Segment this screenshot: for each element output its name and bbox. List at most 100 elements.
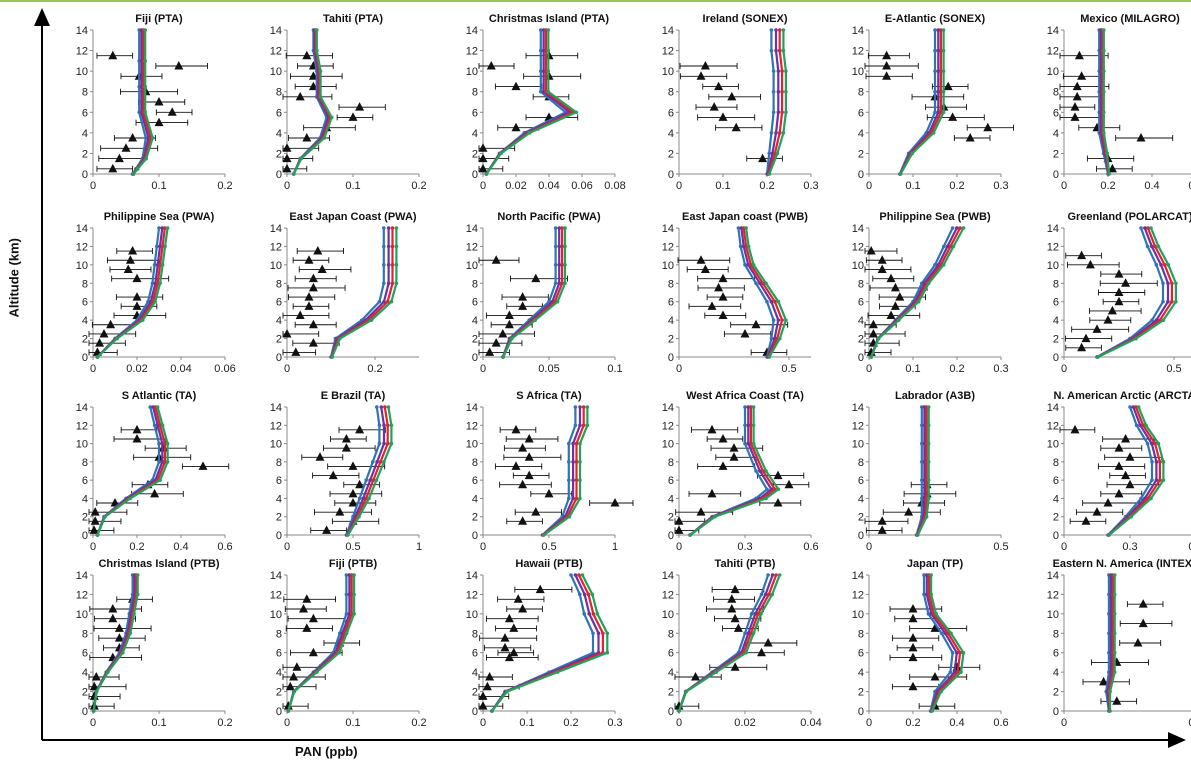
obs-point xyxy=(1074,50,1084,60)
model-series-marker xyxy=(746,244,751,249)
obs-point xyxy=(1092,507,1102,516)
model-series-marker xyxy=(374,405,379,409)
model-series-line xyxy=(1097,227,1177,358)
model-series-marker xyxy=(770,573,775,577)
y-tick-label: 6 xyxy=(472,648,478,660)
x-tick-label: 0.6 xyxy=(993,717,1008,729)
model-series-marker xyxy=(876,336,881,341)
model-series-marker xyxy=(390,281,395,286)
obs-point xyxy=(757,647,766,657)
x-tick-label: 0 xyxy=(676,541,682,553)
x-tick-label: 0.06 xyxy=(214,363,235,375)
y-tick-label: 2 xyxy=(1053,512,1059,524)
obs-point xyxy=(89,525,99,534)
obs-point xyxy=(198,461,208,470)
model-series-marker xyxy=(1101,110,1106,115)
obs-point xyxy=(707,301,717,310)
model-series-marker xyxy=(571,441,575,446)
model-series-marker xyxy=(950,226,955,230)
y-tick-label: 8 xyxy=(858,87,864,99)
panel-title: East Japan Coast (PWA) xyxy=(289,211,416,223)
x-tick-label: 0.3 xyxy=(607,717,622,729)
model-series-marker xyxy=(774,28,778,32)
model-series-marker xyxy=(933,110,937,115)
model-series-marker xyxy=(770,592,775,597)
obs-point xyxy=(866,246,876,255)
x-tick-label: 0 xyxy=(676,717,682,729)
obs-point xyxy=(91,672,101,681)
model-series-marker xyxy=(1150,478,1154,482)
panel-title: Mexico (MILAGRO) xyxy=(1080,13,1180,25)
y-tick-label: 4 xyxy=(858,493,864,505)
model-series-marker xyxy=(1161,299,1165,304)
model-series-marker xyxy=(557,244,562,249)
model-series-marker xyxy=(567,441,571,446)
model-series-marker xyxy=(160,441,165,446)
model-series-marker xyxy=(939,69,943,73)
model-series-marker xyxy=(318,69,323,73)
y-tick-label: 2 xyxy=(858,148,864,160)
obs-point xyxy=(282,163,292,173)
model-series-marker xyxy=(1138,423,1143,428)
panel-title: E-Atlantic (SONEX) xyxy=(885,13,986,25)
model-series-marker xyxy=(377,423,382,428)
obs-point xyxy=(1121,470,1131,480)
model-series-marker xyxy=(132,612,136,616)
x-tick-label: 0 xyxy=(1061,180,1067,192)
model-series-marker xyxy=(573,405,578,409)
model-series-marker xyxy=(163,244,167,249)
model-series-marker xyxy=(1166,281,1170,286)
model-series-marker xyxy=(1105,151,1110,156)
y-tick-label: 6 xyxy=(668,475,674,487)
model-series-line xyxy=(1107,406,1158,536)
x-tick-label: 0 xyxy=(480,541,486,553)
obs-point xyxy=(150,488,160,498)
model-series-marker xyxy=(767,172,772,176)
model-series-marker xyxy=(688,533,693,537)
model-series-marker xyxy=(557,226,562,230)
y-tick-label: 8 xyxy=(858,628,864,640)
y-tick-label: 0 xyxy=(668,352,674,364)
obs-point xyxy=(729,452,739,461)
model-series-marker xyxy=(135,592,140,597)
y-tick-label: 6 xyxy=(858,297,864,309)
y-tick-label: 2 xyxy=(668,148,674,160)
obs-point xyxy=(491,338,501,347)
model-series-marker xyxy=(315,48,319,53)
y-tick-label: 8 xyxy=(1053,87,1059,99)
model-series-marker xyxy=(555,299,560,304)
model-series-marker xyxy=(385,423,390,428)
model-series-marker xyxy=(767,151,771,156)
y-tick-label: 4 xyxy=(276,128,282,140)
panel: E-Atlantic (SONEX) 0 2 4 6 8 10 12 14 0 0.1 0.2 0.3 xyxy=(852,13,1014,192)
model-series-marker xyxy=(527,131,532,135)
y-tick-label: 0 xyxy=(82,706,88,718)
model-series-marker xyxy=(390,244,395,249)
obs-point xyxy=(908,652,918,662)
obs-point xyxy=(882,50,892,60)
obs-point xyxy=(1125,479,1135,489)
obs-point xyxy=(308,282,318,292)
model-series-marker xyxy=(553,281,558,286)
y-tick-label: 10 xyxy=(662,66,674,78)
obs-point xyxy=(108,604,118,613)
x-tick-label: 0.1 xyxy=(151,180,166,192)
model-series-line xyxy=(1107,575,1114,712)
obs-point xyxy=(1114,443,1124,452)
model-series-marker xyxy=(573,573,578,577)
y-tick-label: 8 xyxy=(668,457,674,469)
model-series-marker xyxy=(950,650,955,655)
obs-point xyxy=(114,633,124,642)
obs-point xyxy=(299,604,308,613)
model-series-marker xyxy=(926,441,931,446)
panel-title: Ireland (SONEX) xyxy=(703,13,788,25)
model-series-marker xyxy=(749,631,753,636)
model-series-marker xyxy=(560,281,564,286)
obs-point xyxy=(518,604,528,613)
model-series-line xyxy=(96,227,161,358)
obs-point xyxy=(95,338,105,347)
obs-point xyxy=(1070,102,1080,111)
model-series-marker xyxy=(157,460,161,464)
x-tick-label: 0 xyxy=(480,363,486,375)
obs-point xyxy=(1081,333,1091,343)
